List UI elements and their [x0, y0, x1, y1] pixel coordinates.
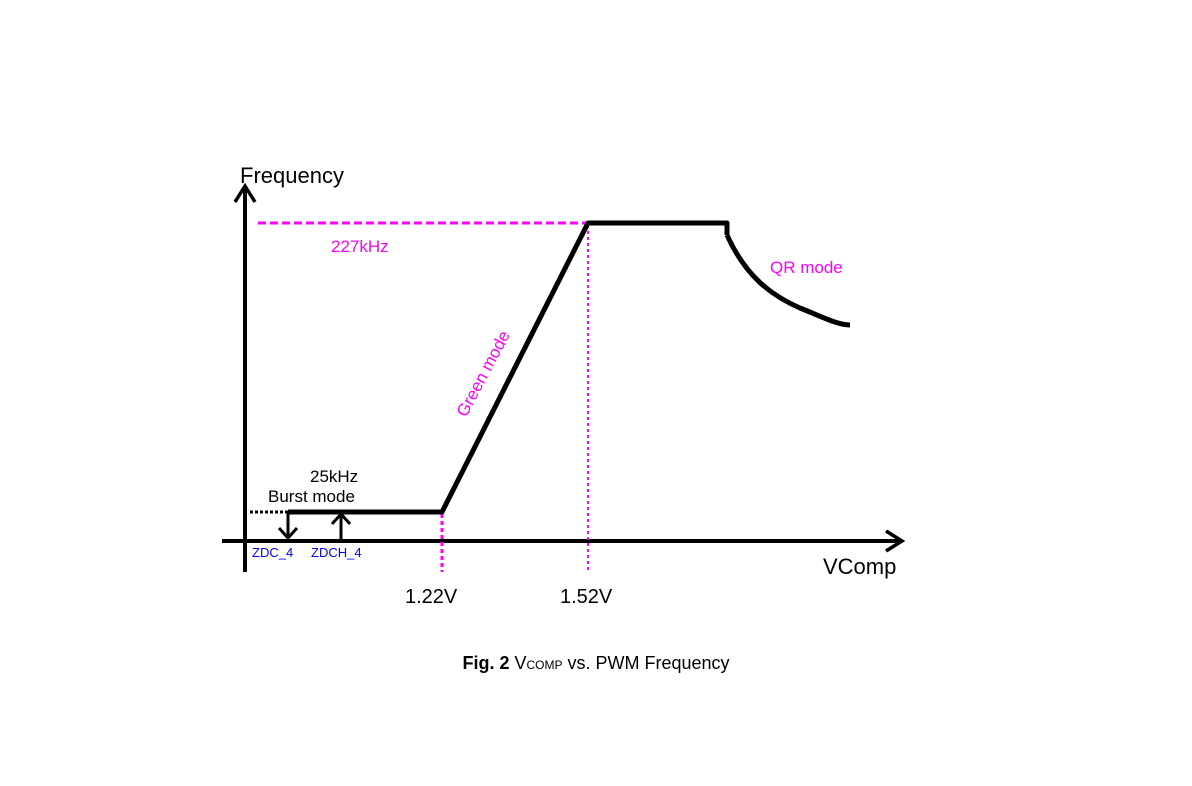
qr-curve: [724, 233, 851, 328]
caption-v: V: [514, 653, 527, 673]
227khz-label: 227kHz: [331, 237, 389, 256]
qr-mode-label: QR mode: [770, 258, 843, 277]
x-axis-arrow: [885, 529, 906, 553]
fig-number: Fig. 2: [462, 653, 510, 673]
burst-mode-label: Burst mode: [268, 487, 355, 506]
caption-rest: vs. PWM Frequency: [562, 653, 730, 673]
frequency-curve: [288, 220, 730, 515]
x-axis-label: VComp: [823, 554, 896, 579]
y-axis-arrow: [233, 182, 257, 203]
figure-caption: Fig. 2 VCOMP vs. PWM Frequency: [0, 653, 1192, 674]
1.22v-label: 1.22V: [405, 586, 458, 608]
green-mode-label: Green mode: [453, 328, 514, 420]
caption-subscript: COMP: [526, 658, 563, 672]
zdc-label: ZDC_4: [252, 545, 293, 560]
zdc-arrowhead: [277, 526, 299, 541]
zdch-label: ZDCH_4: [311, 545, 362, 560]
zdch-arrowhead: [330, 511, 352, 526]
1.52v-label: 1.52V: [560, 586, 613, 608]
y-axis-label: Frequency: [240, 163, 344, 188]
25khz-label: 25kHz: [310, 467, 358, 486]
